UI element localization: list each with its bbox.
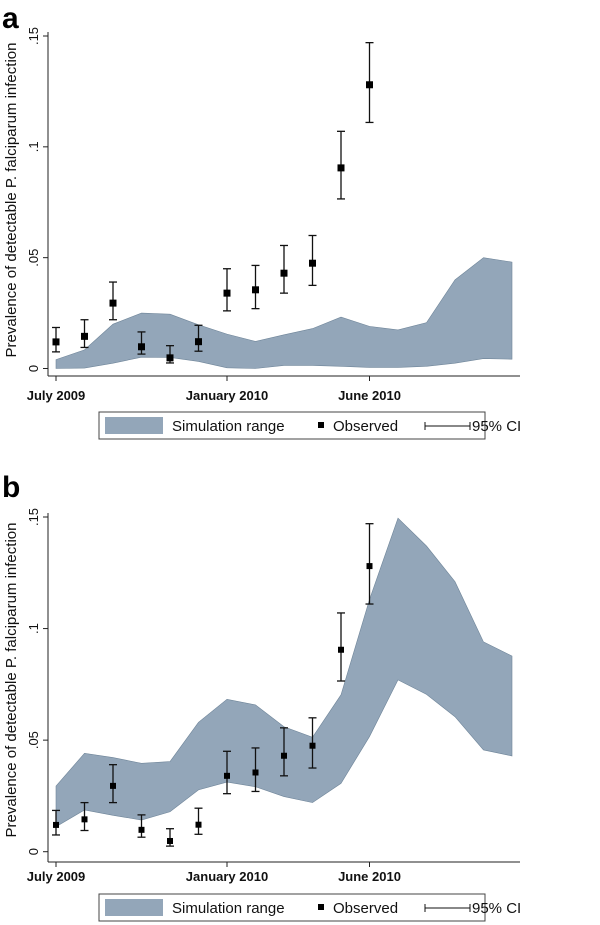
- legend-label-ci: 95% CI: [472, 900, 521, 917]
- observed-point: [109, 299, 117, 307]
- observed-point: [281, 752, 287, 759]
- observed-point: [223, 289, 231, 297]
- observed-point: [167, 837, 173, 844]
- observed-point: [52, 338, 60, 346]
- y-tick-label: .15: [26, 508, 41, 526]
- x-tick-label: January 2010: [186, 388, 268, 403]
- legend-swatch-simulation: [105, 417, 163, 434]
- simulation-range-band: [55, 517, 513, 828]
- legend-label-ci: 95% CI: [472, 418, 521, 435]
- observed-point: [195, 338, 202, 346]
- observed-point: [224, 772, 230, 779]
- panel-label-a: a: [2, 2, 19, 35]
- x-tick-label: July 2009: [27, 388, 86, 403]
- x-tick-label: January 2010: [186, 869, 268, 884]
- chart-panel-a: 0 .05 .1 .15 July 2009 January 2010 June 2010 P…: [3, 27, 521, 440]
- y-tick-label: 0: [26, 848, 41, 855]
- y-tick-label: .1: [26, 141, 41, 152]
- observed-point: [309, 742, 316, 749]
- legend-label-observed: Observed: [333, 418, 398, 435]
- y-axis-title: Prevalence of detectable P. falciparum i…: [3, 523, 20, 838]
- y-axis-title: Prevalence of detectable P. falciparum i…: [3, 43, 20, 358]
- observed-point: [81, 332, 88, 340]
- x-tick-label: June 2010: [338, 388, 401, 403]
- observed-point: [338, 646, 344, 653]
- x-tick-label: June 2010: [338, 869, 401, 884]
- legend-marker-observed: [318, 904, 324, 910]
- legend: Simulation range Observed 95% CI: [98, 893, 521, 922]
- y-tick-label: 0: [26, 365, 41, 372]
- legend-box: [98, 893, 486, 922]
- legend-label-simulation: Simulation range: [172, 418, 285, 435]
- observed-point: [337, 164, 345, 172]
- legend: Simulation range Observed 95% CI: [98, 411, 521, 440]
- observed-point: [280, 269, 288, 277]
- observed-point: [138, 826, 145, 833]
- y-tick-label: .15: [26, 27, 41, 45]
- simulation-range-band: [55, 257, 513, 369]
- observed-point: [138, 343, 145, 351]
- legend-label-simulation: Simulation range: [172, 900, 285, 917]
- legend-swatch-simulation: [105, 899, 163, 916]
- y-tick-label: .05: [26, 731, 41, 749]
- legend-box: [98, 411, 486, 440]
- legend-marker-observed: [318, 422, 324, 428]
- y-tick-label: .05: [26, 249, 41, 267]
- observed-point: [252, 769, 259, 776]
- observed-point: [81, 816, 88, 823]
- observed-point: [53, 821, 59, 828]
- x-tick-label: July 2009: [27, 869, 86, 884]
- observed-point: [110, 782, 116, 789]
- chart-panel-b: 0 .05 .1 .15 July 2009 January 2010 June 2010 P…: [3, 508, 521, 922]
- observed-point: [366, 563, 373, 570]
- panel-label-b: b: [2, 471, 20, 504]
- observed-point: [252, 286, 259, 294]
- observed-point: [366, 81, 373, 89]
- observed-point: [195, 821, 202, 828]
- observed-point: [166, 354, 174, 362]
- legend-label-observed: Observed: [333, 900, 398, 917]
- y-tick-label: .1: [26, 623, 41, 634]
- observed-point: [309, 259, 316, 267]
